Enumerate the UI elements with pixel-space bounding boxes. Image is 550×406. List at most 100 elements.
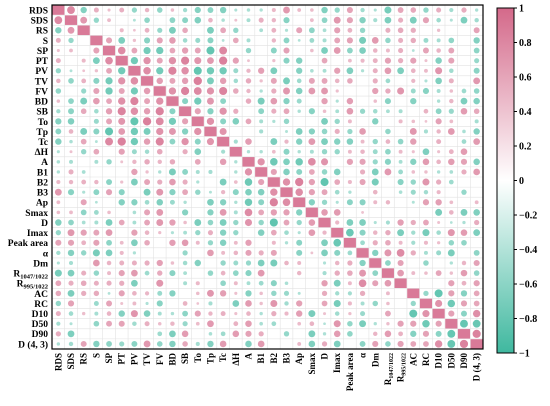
cell-pt-d10: [435, 57, 442, 64]
cell-pv-fv: [156, 67, 164, 75]
cell-tp-bd: [168, 127, 176, 135]
cell-peak-area-pv: [131, 239, 138, 247]
row-label-d50: D50: [32, 320, 49, 330]
colorbar-tick-label: −1: [519, 349, 530, 360]
cell-bd-d10: [436, 99, 441, 103]
cell-delta-h-b1: [258, 250, 264, 256]
cell-ac-sds: [67, 289, 75, 297]
cell-h-r1047-1022: [385, 148, 391, 155]
cell-rc-a: [245, 300, 252, 307]
cell-to-sb: [182, 118, 189, 125]
cell-ac-rds: [55, 290, 62, 297]
cell-pt-tc: [218, 56, 228, 65]
cell-b2-tc: [219, 178, 227, 186]
cell-rds-ap: [297, 8, 302, 12]
cell-r1047-1022-pt: [118, 270, 125, 277]
cell-tc-rs: [80, 138, 87, 145]
cell-b1-rc: [424, 170, 428, 174]
cell-pv-peak-area: [346, 67, 354, 75]
col-label-s: S: [91, 353, 101, 358]
cell-rs-tc: [220, 27, 226, 34]
row-label-d10: D10: [32, 310, 49, 320]
cell-tv-d: [321, 77, 328, 84]
cell-d-4-3-r995-1022: [397, 340, 404, 348]
cell-b2-ap: [295, 177, 304, 187]
cell-pt-b2: [272, 59, 276, 63]
cell-sb-imax: [335, 109, 340, 114]
col-label-sds: SDS: [66, 353, 76, 370]
cell-diagonal: [343, 238, 356, 248]
cell-sp-fv: [156, 46, 164, 55]
cell-ap-a: [244, 198, 253, 207]
cell-b1-b2: [270, 168, 277, 176]
cell-b3-b2: [270, 188, 278, 196]
cell-bd-tv: [144, 98, 151, 105]
cell-tp-d-4-3: [473, 128, 480, 135]
cell-rc-d90: [460, 300, 468, 307]
cell-delta-h-s: [92, 249, 100, 257]
cell-sb-b2: [271, 108, 277, 114]
cell-diagonal: [77, 25, 90, 36]
cell-d-pv: [132, 220, 137, 225]
cell-a-dm: [372, 159, 378, 165]
correlation-cells: [52, 5, 483, 349]
cell-tv-d10: [435, 77, 442, 85]
cell-s-b3: [283, 37, 290, 44]
cell-diagonal: [179, 106, 192, 116]
cell-pt-b3: [283, 57, 290, 64]
cell-b3-b1: [257, 188, 265, 196]
cell-b1-pv: [131, 168, 138, 176]
cell-r1047-1022-b1: [257, 269, 265, 277]
cell-peak-area-delta-h: [360, 240, 365, 246]
cell-bd-b2: [270, 97, 278, 105]
cell-r1047-1022-d90: [460, 269, 468, 277]
cell-b2-b3: [282, 178, 291, 186]
cell-smax-sb: [182, 209, 189, 216]
cell-d-4-3-ac: [410, 341, 417, 347]
cell-h-pt: [118, 148, 125, 155]
cell-s-to: [195, 37, 201, 43]
cell-smax-a: [244, 208, 253, 217]
cell-b3-ap: [295, 188, 303, 196]
cell-tv-to: [193, 76, 202, 86]
cell-sds-tv: [144, 17, 150, 24]
cell-ap-smax: [308, 199, 316, 206]
cell-imax-sds: [67, 229, 75, 237]
cell-delta-h-rc: [423, 250, 428, 255]
cell-s-fv: [156, 37, 163, 44]
cell-peak-area-d90: [461, 239, 467, 246]
cell-d50-imax: [333, 320, 341, 328]
cell-fv-s: [93, 87, 100, 95]
cell-a-tc: [219, 158, 227, 166]
cell-d50-bd: [170, 321, 175, 326]
cell-r1047-1022-imax: [334, 270, 340, 276]
cell-sb-bd: [169, 108, 176, 115]
cell-tp-d10: [436, 129, 441, 134]
cell-tp-rs: [80, 128, 88, 135]
cell-smax-pv: [132, 210, 137, 215]
cell-tc-r995-1022: [397, 138, 404, 145]
cell-tv-b1: [259, 79, 263, 83]
cell-ap-sb: [183, 200, 187, 204]
cell-dm-fv: [156, 259, 163, 267]
cell-ac-d90: [460, 290, 468, 297]
cell-ac-pv: [132, 291, 137, 296]
cell-d50-d-4-3: [472, 319, 481, 328]
cell-imax-b2: [270, 229, 277, 236]
cell-b2-to: [196, 180, 200, 184]
cell-tc-rds: [55, 138, 62, 145]
cell-ap-ac: [411, 200, 415, 204]
col-label-rds: RDS: [53, 353, 63, 371]
colorbar-ticks: 1 0.8 0.6 0.4 0.2 0 −0.2 −0.4 −0.6 −0.8 −1: [514, 4, 537, 360]
cell-rds-d10: [436, 7, 442, 13]
cell-diagonal: [64, 15, 78, 25]
cell-d10-rc: [422, 310, 430, 318]
cell-b2-smax: [308, 178, 316, 186]
cell-peak-area-bd: [169, 239, 176, 246]
cell-d10-delta-h: [360, 311, 366, 317]
cell-b1-sb: [182, 169, 189, 175]
cell-rds-b3: [283, 6, 290, 14]
cell-tp-ac: [409, 128, 417, 135]
cell-fv-d90: [461, 88, 467, 94]
